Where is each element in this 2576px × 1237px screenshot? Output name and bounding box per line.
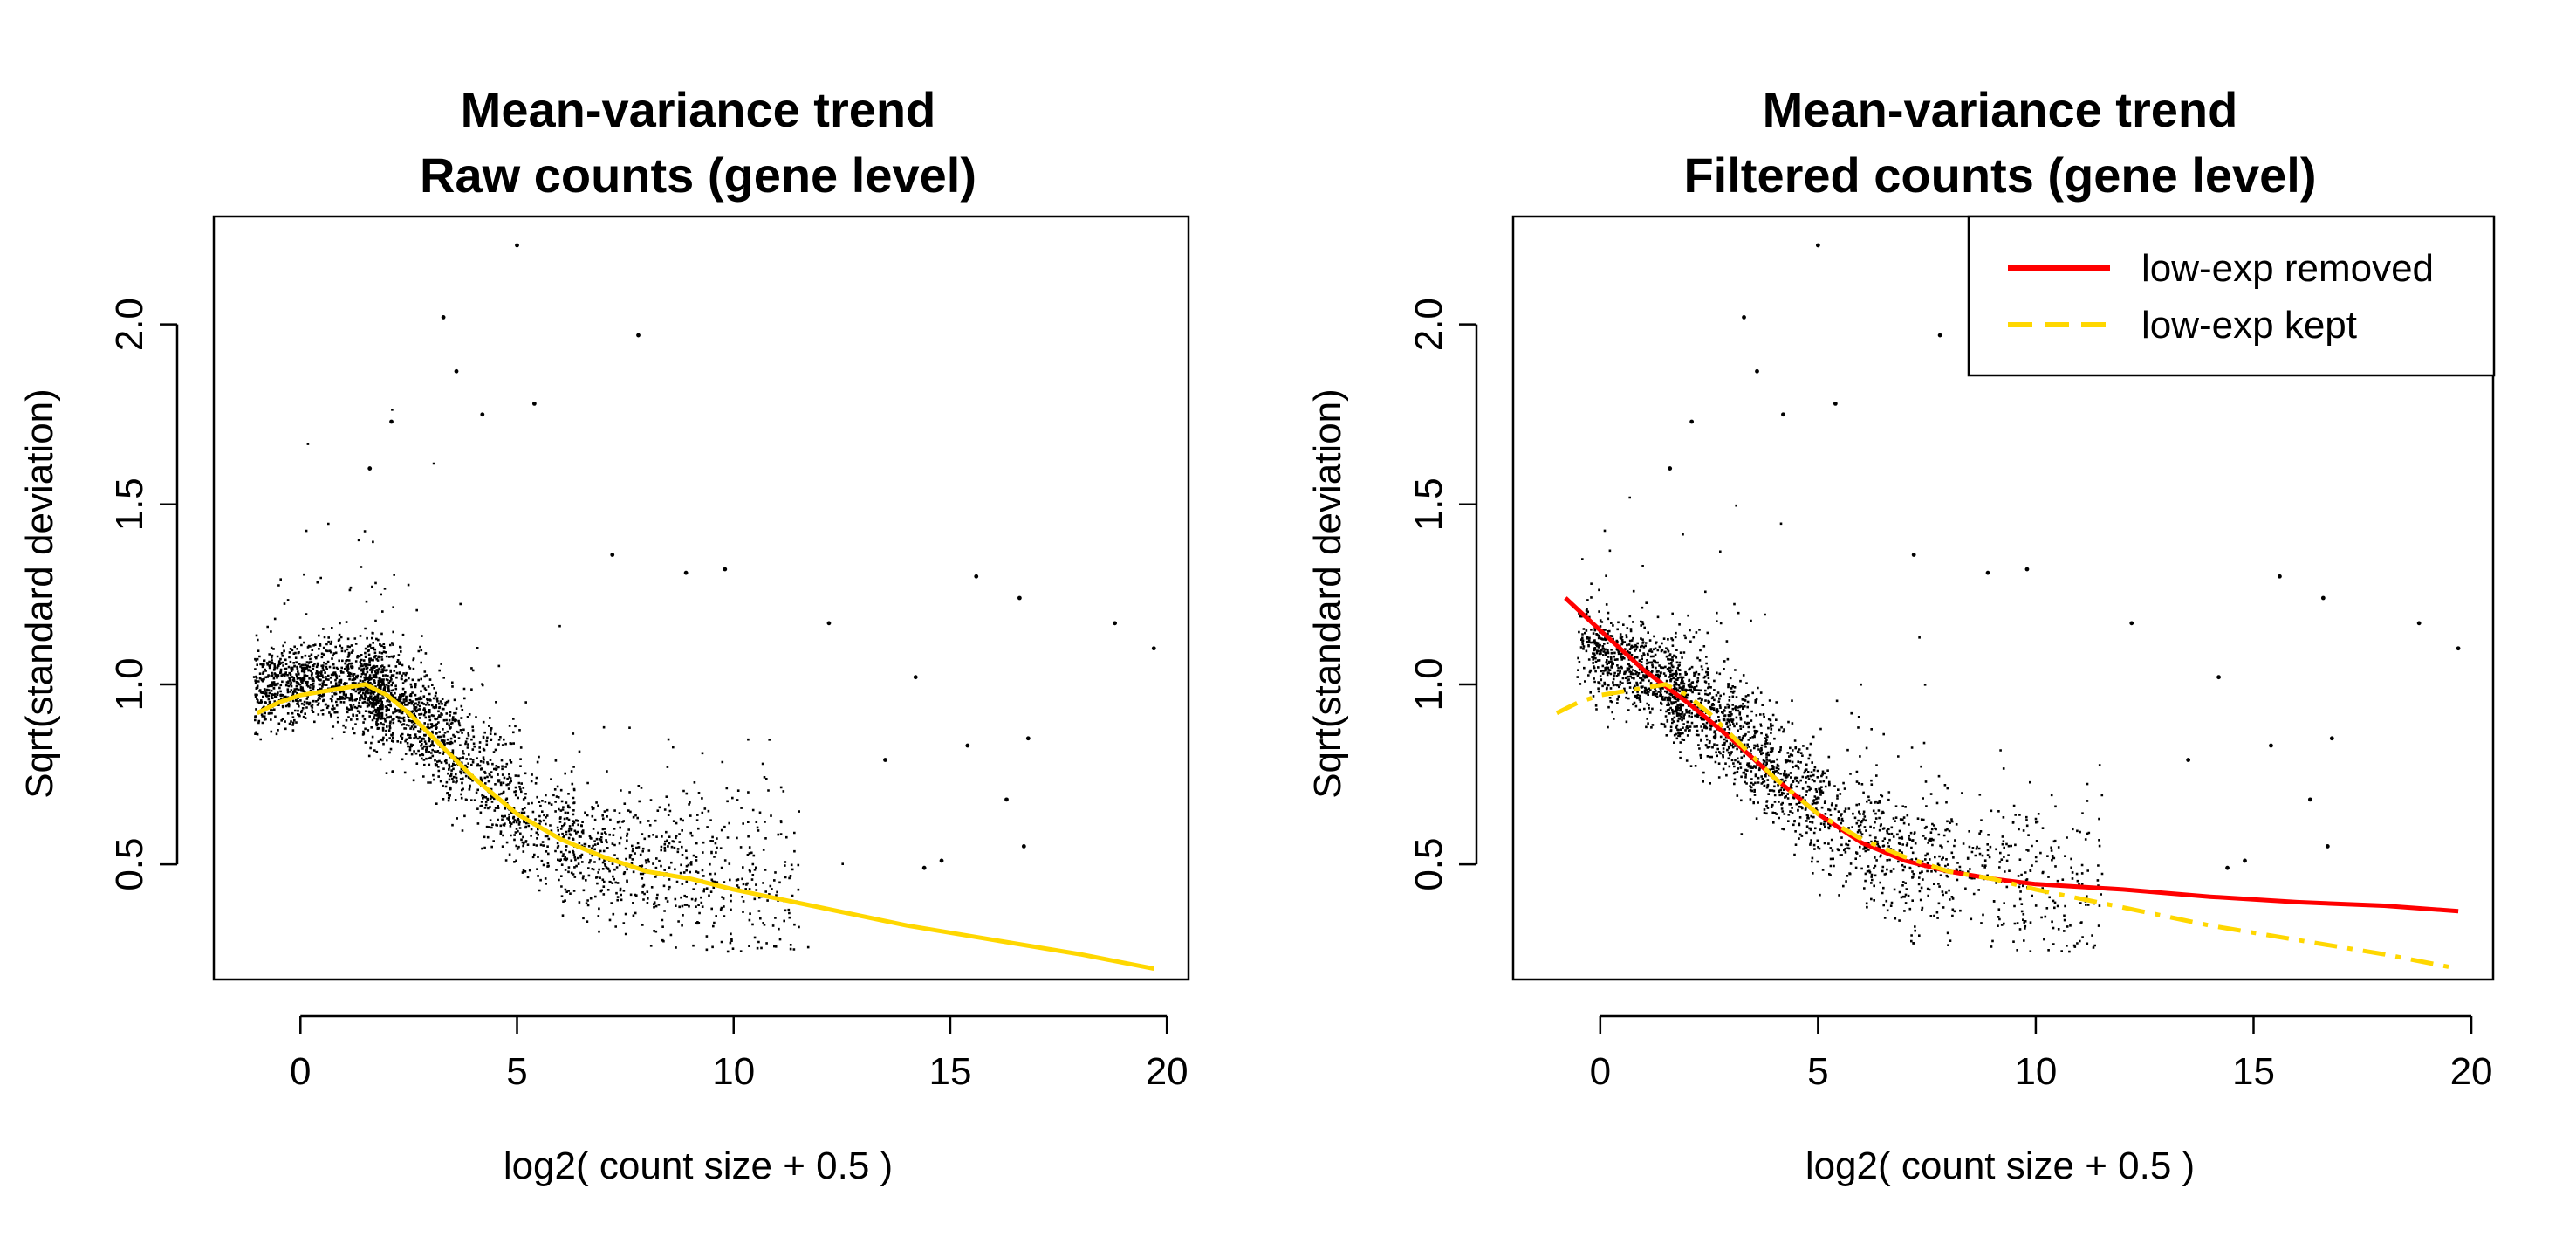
x-tick-label: 20 [1146,1050,1189,1093]
trend-line-1 [1564,596,2459,914]
scatter-point [2129,621,2134,626]
chart-subtitle: Filtered counts (gene level) [1683,148,2316,203]
scatter-point [454,368,459,374]
y-tick-label: 1.5 [1408,478,1450,531]
x-axis-label: log2( count size + 0.5 ) [1805,1144,2195,1187]
chart-subtitle: Raw counts (gene level) [420,148,976,203]
scatter-point [389,419,394,424]
scatter-point [2416,621,2422,626]
scatter-point [965,743,970,748]
scatter-point [883,758,887,762]
scatter-point [2329,736,2334,741]
x-tick-label: 0 [290,1050,311,1093]
scatter-point [1017,595,1022,601]
scatter-point [1151,646,1156,651]
legend-box [1967,215,2496,377]
scatter-point [515,243,519,248]
scatter-point [683,570,689,575]
scatter-point [2307,797,2312,802]
scatter-point [1833,401,1838,406]
chart-raw-counts: Mean-variance trend Raw counts (gene lev… [18,82,1190,1187]
x-tick-label: 0 [1590,1050,1611,1093]
scatter-point [2216,675,2221,680]
legend-label-removed: low-exp removed [2141,247,2434,290]
scatter-point [1911,553,1916,557]
scatter-point [2456,646,2461,651]
x-axis-label: log2( count size + 0.5 ) [504,1144,893,1187]
y-tick-label: 1.5 [108,478,151,531]
scatter-point [1021,844,1026,849]
chart-panel-filtered: Mean-variance trend Filtered counts (gen… [1288,0,2576,1237]
chart-panel-raw: Mean-variance trend Raw counts (gene lev… [18,82,1190,1187]
chart-filtered-counts: Mean-variance trend Filtered counts (gen… [1306,82,2496,1187]
scatter-point [1985,570,1990,575]
scatter-point [2278,574,2282,579]
scatter-point [939,858,944,863]
y-axis-label: Sqrt(standard deviation) [1306,388,1349,799]
scatter-point-cloud [252,409,844,953]
chart-title: Mean-variance trend [461,82,936,137]
x-tick-label: 5 [506,1050,527,1093]
scatter-point [480,412,485,417]
scatter-point [1937,333,1942,338]
scatter-point [1815,243,1820,248]
scatter-point [367,466,373,471]
scatter-point [531,401,537,406]
scatter-point [1755,368,1759,374]
scatter-point [2325,844,2330,849]
scatter-point [2024,567,2030,572]
y-tick-label: 2.0 [1408,298,1450,351]
chart-title: Mean-variance trend [1763,82,2238,137]
scatter-point [636,333,641,338]
scatter-point [2269,743,2273,748]
y-tick-label: 0.5 [1408,837,1450,890]
trend-line-1 [256,682,1154,972]
legend: low-exp removed low-exp kept [1967,215,2496,377]
x-tick-label: 20 [2450,1050,2493,1093]
scatter-point [913,675,918,680]
scatter-point [2243,858,2247,863]
scatter-point [1025,736,1031,741]
trend-line-2 [1555,682,2459,972]
scatter-point [1742,315,1746,320]
x-tick-label: 15 [2232,1050,2275,1093]
scatter-point [921,865,927,870]
x-tick-label: 10 [2014,1050,2057,1093]
y-tick-label: 1.0 [108,657,151,711]
y-tick-label: 0.5 [108,837,151,890]
y-tick-label: 1.0 [1408,657,1450,711]
x-tick-label: 5 [1807,1050,1828,1093]
legend-label-kept: low-exp kept [2141,304,2357,347]
scatter-point [1668,466,1673,471]
scatter-point [1689,419,1695,424]
scatter-point [610,553,615,557]
y-axis-label: Sqrt(standard deviation) [18,388,61,799]
scatter-point [723,567,728,572]
scatter-point [2186,758,2191,762]
scatter-point [2225,865,2230,870]
x-tick-label: 10 [712,1050,755,1093]
scatter-point [2320,595,2326,601]
x-tick-label: 15 [928,1050,971,1093]
y-tick-label: 2.0 [108,298,151,351]
scatter-point [1113,621,1118,626]
scatter-point [1004,797,1009,802]
scatter-point [1781,412,1785,417]
scatter-point [441,315,446,320]
plot-frame [212,215,1190,981]
scatter-point [826,621,832,626]
scatter-point [974,574,979,579]
